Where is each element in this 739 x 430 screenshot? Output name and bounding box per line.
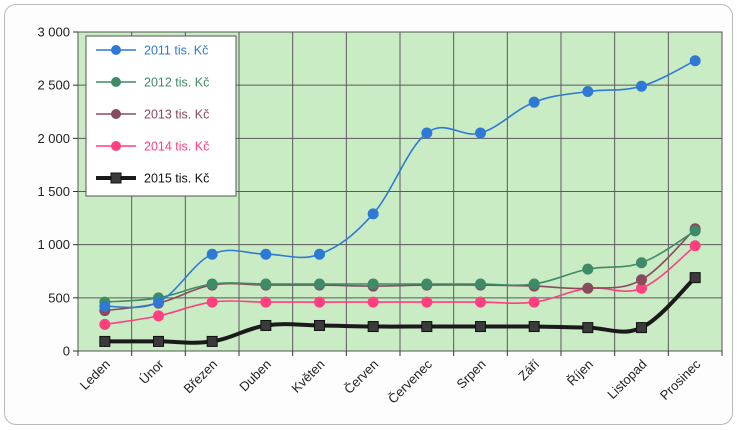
data-point-3-6 bbox=[421, 296, 433, 308]
data-point-3-11 bbox=[689, 240, 701, 252]
y-tick-label: 3 000 bbox=[37, 25, 70, 40]
x-tick-label: Leden bbox=[77, 357, 113, 393]
legend-label-0: 2011 tis. Kč bbox=[144, 44, 208, 58]
data-point-0-2 bbox=[206, 248, 218, 260]
y-tick-label: 500 bbox=[48, 290, 70, 305]
data-point-0-5 bbox=[367, 208, 379, 220]
y-tick-label: 1 500 bbox=[37, 184, 70, 199]
x-tick-label: Listopad bbox=[604, 357, 649, 402]
legend-label-1: 2012 tis. Kč bbox=[144, 76, 209, 90]
data-point-3-7 bbox=[475, 296, 486, 308]
legend-label-3: 2014 tis. Kč bbox=[144, 140, 209, 154]
y-tick-label: 2 500 bbox=[37, 78, 70, 93]
legend-marker-0 bbox=[111, 45, 121, 55]
x-tick-label: Říjen bbox=[564, 357, 596, 389]
data-point-1-3 bbox=[260, 278, 272, 290]
data-point-0-10 bbox=[636, 80, 647, 92]
legend-marker-4 bbox=[110, 172, 122, 184]
data-point-3-4 bbox=[314, 296, 325, 308]
data-point-1-2 bbox=[206, 278, 218, 290]
data-point-1-4 bbox=[314, 278, 325, 290]
data-point-0-3 bbox=[260, 248, 272, 260]
data-point-1-7 bbox=[475, 278, 486, 290]
data-point-3-2 bbox=[206, 296, 218, 308]
data-point-4-7 bbox=[475, 321, 486, 333]
data-point-2-9 bbox=[582, 282, 594, 294]
data-point-3-8 bbox=[528, 296, 540, 308]
data-point-3-3 bbox=[260, 296, 272, 308]
data-point-0-8 bbox=[528, 96, 540, 108]
data-point-3-0 bbox=[99, 318, 111, 330]
legend-box bbox=[85, 35, 237, 197]
y-tick-label: 0 bbox=[63, 344, 70, 359]
data-point-3-1 bbox=[153, 310, 164, 322]
data-point-1-8 bbox=[528, 278, 540, 290]
data-point-0-4 bbox=[314, 248, 325, 260]
x-tick-label: Srpen bbox=[453, 357, 488, 392]
x-tick-label: Březen bbox=[181, 357, 221, 397]
data-point-1-11 bbox=[689, 225, 701, 237]
data-point-1-9 bbox=[582, 263, 594, 275]
x-tick-label: Červen bbox=[341, 357, 381, 397]
data-point-2-10 bbox=[636, 274, 647, 286]
data-point-4-3 bbox=[260, 319, 272, 331]
data-point-4-11 bbox=[689, 272, 701, 284]
data-point-3-5 bbox=[367, 296, 379, 308]
data-point-0-1 bbox=[153, 296, 164, 308]
legend-marker-1 bbox=[111, 77, 121, 87]
legend-marker-3 bbox=[111, 141, 121, 151]
data-point-1-10 bbox=[636, 257, 647, 269]
data-point-0-9 bbox=[582, 86, 594, 98]
data-point-4-8 bbox=[528, 321, 540, 333]
x-tick-label: Prosinec bbox=[657, 356, 704, 403]
data-point-4-9 bbox=[582, 322, 594, 334]
data-point-4-10 bbox=[636, 322, 647, 334]
x-tick-label: Únor bbox=[136, 356, 167, 387]
data-point-4-0 bbox=[99, 335, 111, 347]
legend-marker-2 bbox=[111, 109, 121, 119]
x-tick-label: Duben bbox=[236, 357, 274, 395]
data-point-1-6 bbox=[421, 278, 433, 290]
data-point-0-0 bbox=[99, 300, 111, 312]
x-tick-label: Červenec bbox=[385, 356, 435, 406]
data-point-4-2 bbox=[206, 335, 218, 347]
data-point-4-6 bbox=[421, 321, 433, 333]
data-point-4-4 bbox=[314, 319, 325, 331]
y-tick-label: 2 000 bbox=[37, 131, 70, 146]
data-point-1-5 bbox=[367, 278, 379, 290]
legend-label-2: 2013 tis. Kč bbox=[144, 108, 209, 122]
x-tick-label: Květen bbox=[288, 357, 327, 396]
data-point-0-11 bbox=[689, 55, 701, 67]
data-point-0-7 bbox=[475, 127, 486, 139]
data-point-0-6 bbox=[421, 127, 433, 139]
data-point-4-1 bbox=[153, 335, 164, 347]
x-tick-label: Září bbox=[515, 356, 542, 383]
y-tick-label: 1 000 bbox=[37, 237, 70, 252]
legend-label-4: 2015 tis. Kč bbox=[144, 172, 209, 186]
data-point-4-5 bbox=[367, 321, 379, 333]
